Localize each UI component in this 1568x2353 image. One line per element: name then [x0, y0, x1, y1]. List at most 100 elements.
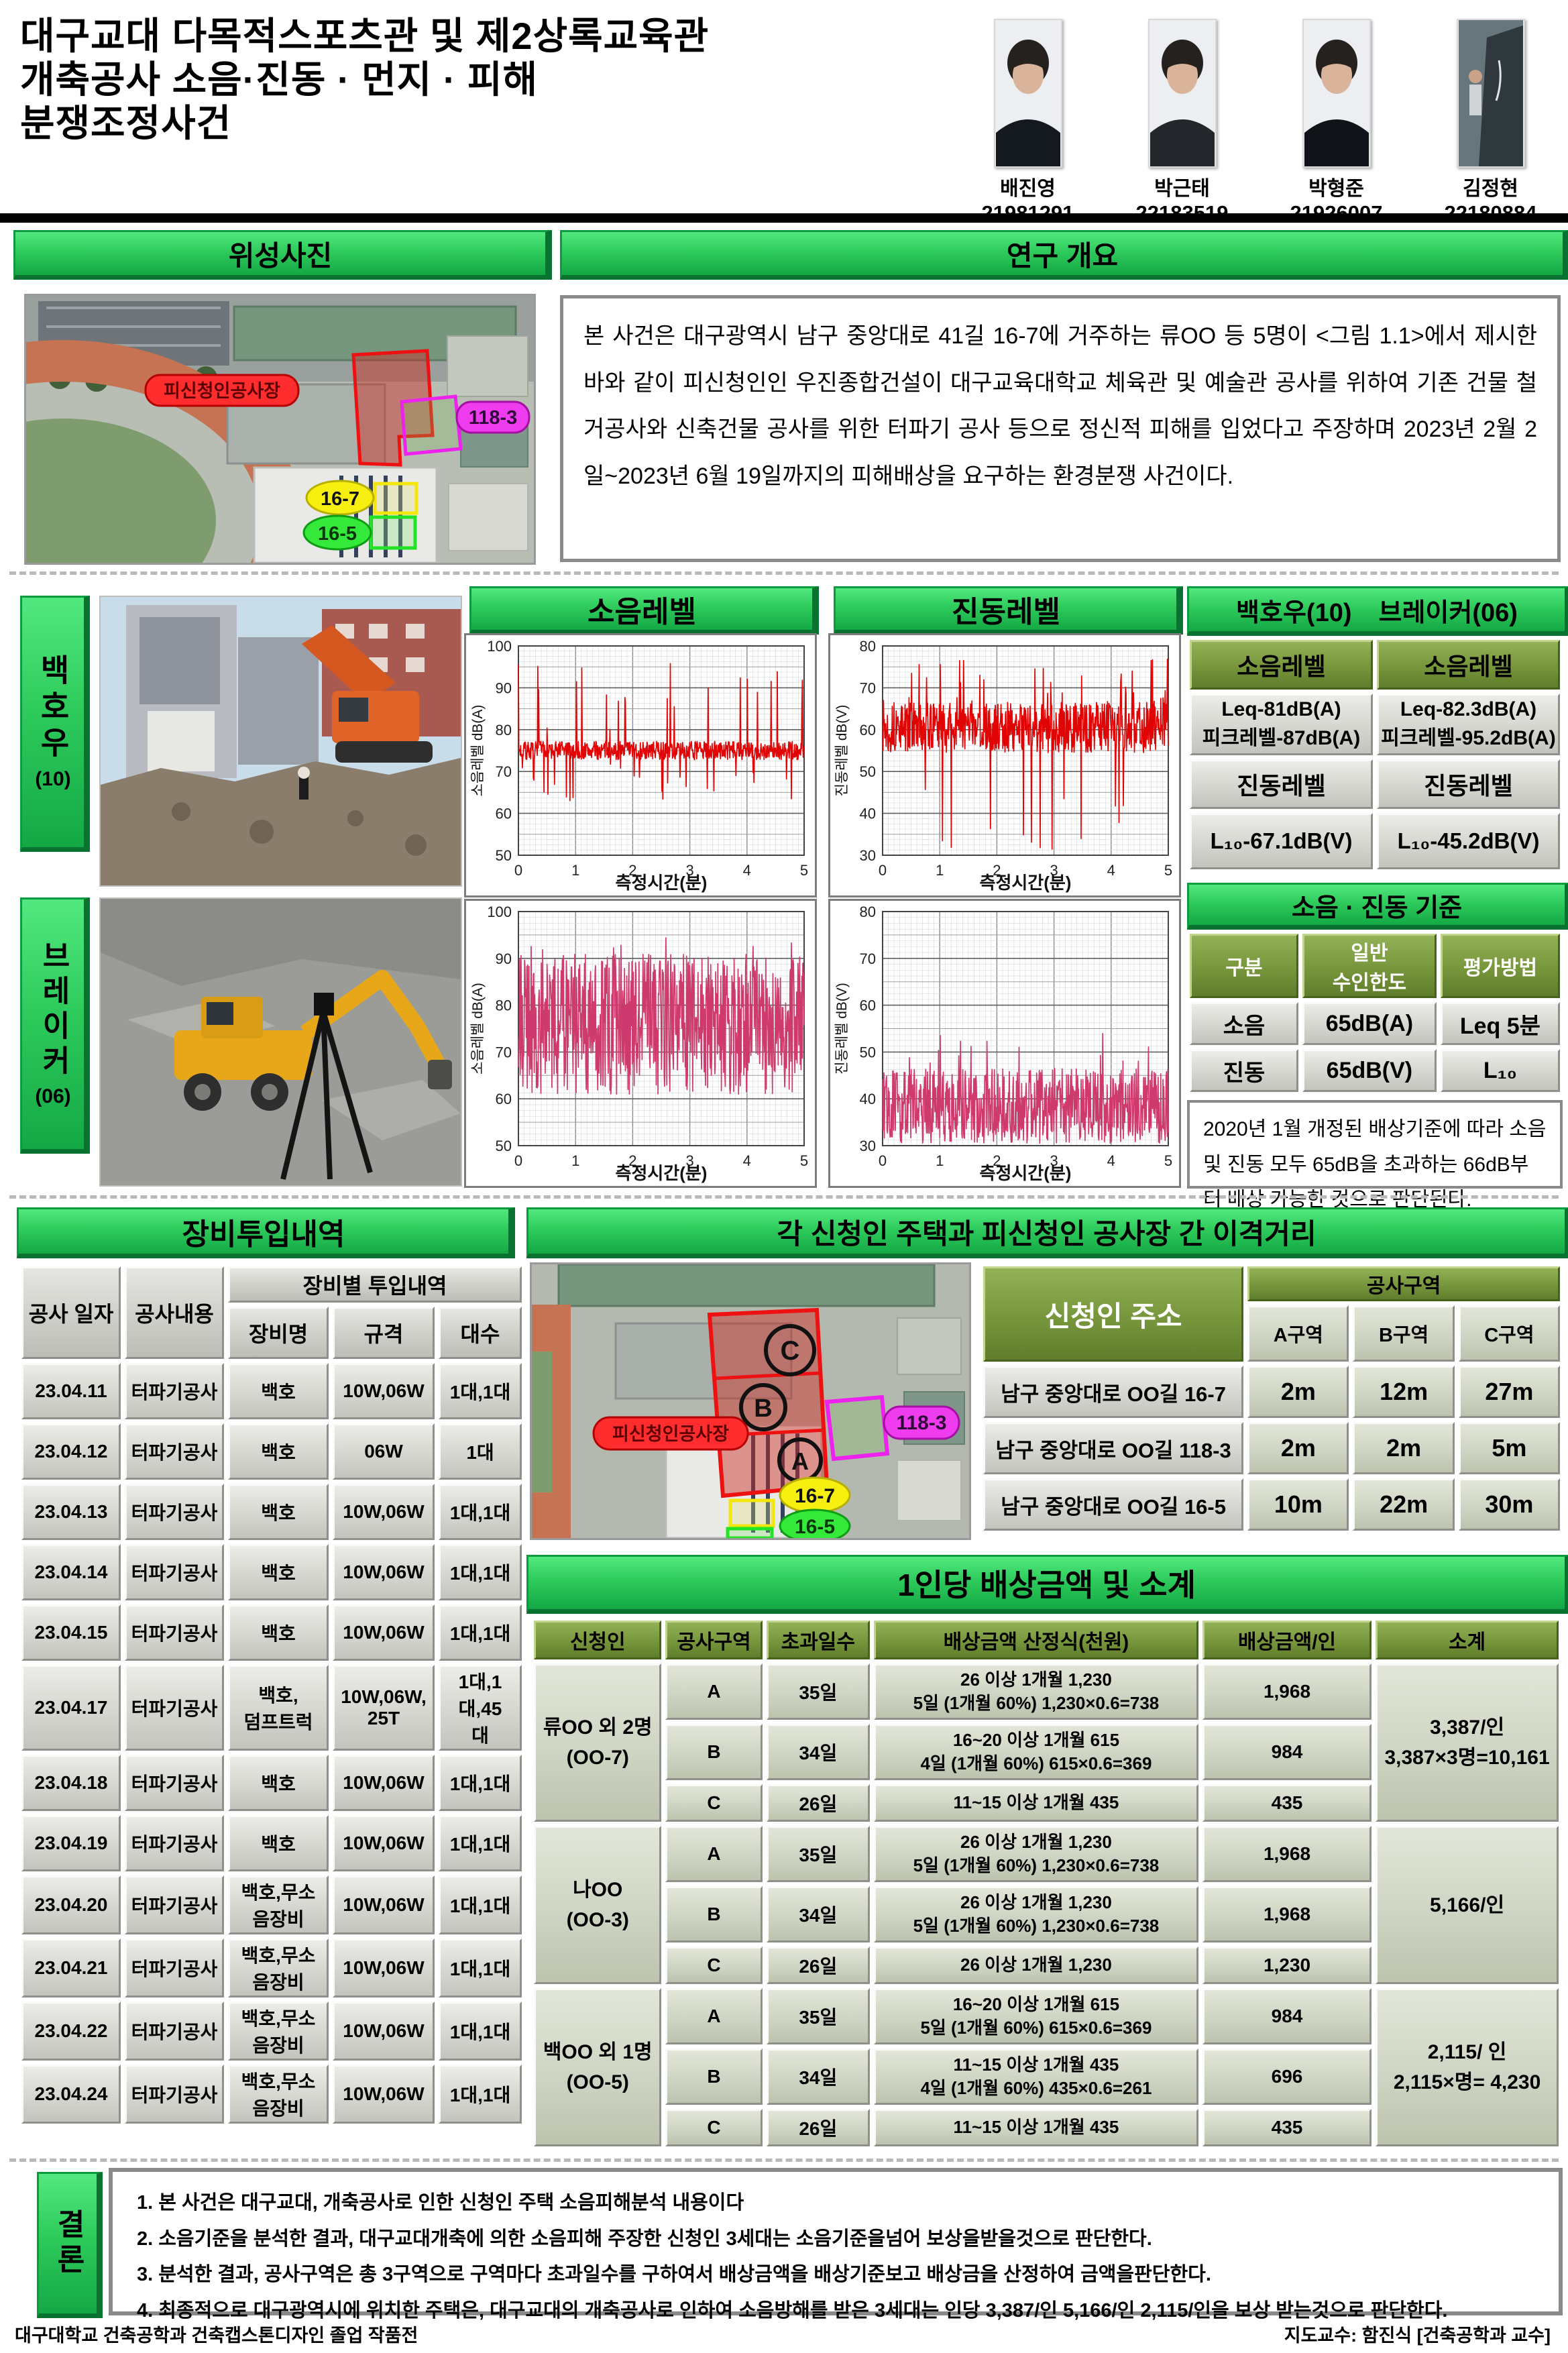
table-cell: 23.04.19 [21, 1815, 121, 1871]
svg-text:측정시간(분): 측정시간(분) [980, 873, 1072, 893]
breaker-vibration-header: 진동레벨 [1377, 759, 1560, 809]
breaker-noise-header: 소음레벨 [1377, 640, 1560, 690]
equipment-table: 공사 일자 공사내용 장비별 투입내역 장비명 규격 대수 23.04.11 터파… [17, 1262, 526, 2128]
table-cell: 터파기공사 [125, 1755, 224, 1811]
table-cell: 1대,1대 [439, 1938, 522, 1998]
svg-text:90: 90 [496, 950, 512, 967]
equipment-header-work: 공사내용 [125, 1266, 224, 1359]
table-cell: 2,115/ 인 2,115×명= 4,230 [1376, 1988, 1559, 2146]
svg-text:4: 4 [743, 1152, 751, 1169]
svg-text:60: 60 [860, 997, 876, 1014]
table-cell: 11~15 이상 1개월 435 [874, 2109, 1198, 2146]
table-cell: 1대,1대 [439, 2065, 522, 2124]
svg-text:118-3: 118-3 [896, 1412, 946, 1434]
student-card: 박근태22183519 [1110, 19, 1254, 225]
compensation-row: B 34일 26 이상 1개월 1,230 5일 (1개월 60%) 1,230×0… [534, 1886, 1559, 1942]
comp-header-formula: 배상금액 산정식(천원) [874, 1621, 1198, 1659]
table-cell: 10W,06W [333, 1484, 435, 1540]
svg-text:1: 1 [936, 862, 944, 879]
separator-2 [9, 1195, 1559, 1199]
equipment-row: 23.04.13 터파기공사 백호 10W,06W 1대,1대 [21, 1484, 522, 1540]
table-cell: 26일 [766, 1784, 870, 1822]
table-cell: 30m [1458, 1478, 1560, 1531]
svg-text:측정시간(분): 측정시간(분) [980, 1163, 1072, 1183]
chart-backhoe-vibration: 30 40 50 60 70 80 0 1 2 3 4 5 측정시간(분) 진동레벨 dB(V) [828, 633, 1181, 897]
conclusion-item: 1. 본 사건은 대구교대, 개축공사로 인한 신청인 주택 소음피해분석 내용… [137, 2192, 744, 2213]
svg-text:피신청인공사장: 피신청인공사장 [612, 1424, 729, 1444]
table-cell: 2m [1247, 1366, 1349, 1418]
equipment-header-group: 장비별 투입내역 [228, 1266, 522, 1303]
table-cell: 백호 [228, 1815, 329, 1871]
equipment-section-banner: 장비투입내역 [17, 1207, 515, 1258]
overview-paragraph: 본 사건은 대구광역시 남구 중앙대로 41길 16-7에 거주하는 류OO 등… [583, 323, 1537, 490]
overview-section-banner: 연구 개요 [560, 230, 1568, 280]
equipment-header-name: 장비명 [228, 1307, 329, 1359]
table-cell: 2m [1247, 1422, 1349, 1474]
svg-text:70: 70 [496, 763, 512, 780]
table-cell: B [665, 2048, 763, 2105]
table-cell: 백호 [228, 1363, 329, 1419]
vibration-chart-banner: 진동레벨 [834, 586, 1183, 635]
student-card: 박형준21926007 [1264, 19, 1408, 225]
table-cell: 백호,무소 음장비 [228, 2065, 329, 2124]
table-cell: 1대,1대 [439, 1544, 522, 1600]
compensation-section-banner: 1인당 배상금액 및 소계 [526, 1555, 1568, 1614]
student-card: 김정현22180884 [1418, 19, 1563, 225]
distance-header-zone: 공사구역 [1247, 1266, 1560, 1301]
table-cell: 백호, 덤프트럭 [228, 1665, 329, 1751]
table-cell: 백호 [228, 1423, 329, 1480]
separator-1 [9, 571, 1559, 575]
svg-text:80: 80 [860, 904, 876, 920]
compensation-row: 류OO 외 2명 (OO-7) A 35일 26 이상 1개월 1,230 5일 (1… [534, 1663, 1559, 1822]
breaker-label: 브레이커 (06) [20, 897, 90, 1154]
separator-3 [9, 2158, 1559, 2162]
svg-text:30: 30 [860, 1138, 876, 1154]
table-cell: 남구 중앙대로 OO길 16-7 [983, 1366, 1244, 1418]
table-cell: 22m [1353, 1478, 1455, 1531]
criteria-header-type: 구분 [1190, 934, 1298, 998]
student-photo [1302, 19, 1371, 168]
equipment-header-date: 공사 일자 [21, 1266, 121, 1359]
table-cell: 23.04.11 [21, 1363, 121, 1419]
breaker-banner-label: 브레이커(06) [1378, 598, 1518, 627]
title-line-1: 대구교대 다목적스포츠관 및 제2상록교육관 [20, 15, 710, 57]
satellite-photo-2: C B A 피신청인공사장 118-3 16-7 [530, 1262, 971, 1540]
table-cell: 백호 [228, 1755, 329, 1811]
marker-16-7: 16-7 [305, 480, 375, 516]
distance-table: 신청인 주소 공사구역 A구역 B구역 C구역 남구 중앙대로 OO길 16-7… [979, 1262, 1564, 1535]
satellite-map-1-svg: 피신청인공사장 118-3 16-7 16-5 [26, 296, 534, 563]
equipment-header-spec: 규격 [333, 1307, 435, 1359]
chart-breaker-noise: 50 60 70 80 90 100 0 1 2 3 4 5 측정시간(분) 소음레벨 dB(A) [464, 899, 817, 1188]
svg-text:70: 70 [860, 679, 876, 696]
table-cell: 터파기공사 [125, 1604, 224, 1661]
svg-text:3: 3 [1050, 1152, 1058, 1169]
table-cell: 터파기공사 [125, 1544, 224, 1600]
table-cell: 27m [1458, 1366, 1560, 1418]
criteria-table: 구분 일반 수인한도 평가방법 소음 65dB(A) Leq 5분 진동 65d… [1186, 930, 1564, 1096]
conclusion-item: 4. 최종적으로 대구광역시에 위치한 주택은, 대구교대의 개축공사로 인하여… [137, 2299, 1448, 2321]
table-cell: 터파기공사 [125, 1423, 224, 1480]
compensation-row: C 26일 26 이상 1개월 1,230 1,230 [534, 1947, 1559, 1984]
svg-text:80: 80 [860, 638, 876, 655]
table-cell: 11~15 이상 1개월 435 4일 (1개월 60%) 435×0.6=26… [874, 2048, 1198, 2105]
svg-text:16-5: 16-5 [795, 1516, 835, 1538]
criteria-vibration-limit: 65dB(V) [1302, 1049, 1437, 1092]
breaker-vibration-value: L₁₀-45.2dB(V) [1377, 813, 1560, 869]
table-cell: 34일 [766, 1886, 870, 1942]
table-cell: 1대,1대 [439, 1484, 522, 1540]
equipment-row: 23.04.15 터파기공사 백호 10W,06W 1대,1대 [21, 1604, 522, 1661]
conclusion-item: 3. 분석한 결과, 공사구역은 총 3구역으로 구역마다 초과일수를 구하여서… [137, 2264, 1211, 2286]
distance-zone-b: B구역 [1353, 1305, 1455, 1362]
table-cell: 5m [1458, 1422, 1560, 1474]
svg-text:C: C [781, 1336, 800, 1366]
table-cell: 10W,06W [333, 1544, 435, 1600]
table-cell: B [665, 1724, 763, 1780]
criteria-note: 2020년 1월 개정된 배상기준에 따라 소음 및 진동 모두 65dB을 초… [1203, 1118, 1547, 1211]
table-cell: 나OO (OO-3) [534, 1826, 662, 1984]
table-cell: 터파기공사 [125, 1875, 224, 1934]
table-cell: 백호,무소 음장비 [228, 2002, 329, 2061]
table-cell: 1대,1대 [439, 1875, 522, 1934]
breaker-noise-value: Leq-82.3dB(A) 피크레벨-95.2dB(A) [1377, 694, 1560, 755]
table-cell: 26 이상 1개월 1,230 5일 (1개월 60%) 1,230×0.6=7… [874, 1886, 1198, 1942]
student-name: 박형준 [1308, 178, 1364, 200]
